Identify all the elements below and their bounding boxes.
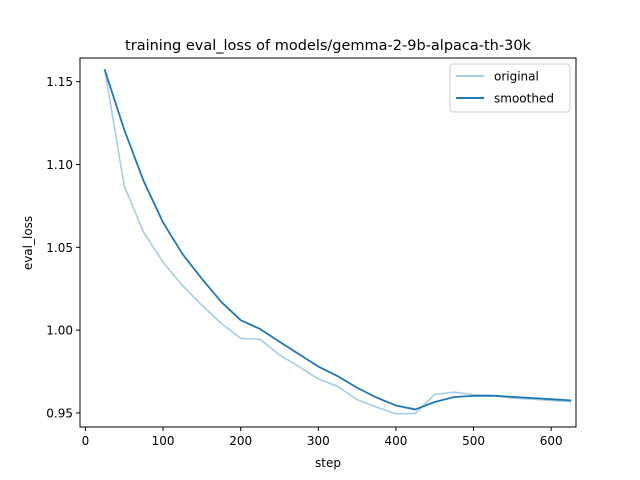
x-tick-label: 500: [462, 434, 485, 448]
legend-label-smoothed: smoothed: [494, 92, 554, 106]
axes-frame: [79, 57, 577, 428]
x-tick-label: 400: [384, 434, 407, 448]
y-tick-label: 1.00: [46, 324, 73, 338]
chart-title: training eval_loss of models/gemma-2-9b-…: [125, 38, 532, 54]
x-axis: 0 100 200 300 400 500 600: [82, 427, 563, 448]
x-tick-label: 600: [540, 434, 563, 448]
y-tick-label: 0.95: [46, 406, 73, 420]
series-line-smoothed: [103, 69, 572, 411]
x-axis-label: step: [315, 456, 341, 470]
y-tick-label: 1.15: [46, 75, 73, 89]
x-tick-label: 100: [152, 434, 175, 448]
x-tick-label: 200: [229, 434, 252, 448]
y-tick-label: 1.05: [46, 241, 73, 255]
y-axis: 0.95 1.00 1.05 1.10 1.15: [46, 75, 80, 420]
x-tick-label: 0: [82, 434, 90, 448]
legend-label-original: original: [494, 70, 539, 84]
plot-area: [103, 69, 572, 415]
y-tick-label: 1.10: [46, 158, 73, 172]
y-axis-label: eval_loss: [21, 216, 35, 270]
x-tick-label: 300: [307, 434, 330, 448]
legend: original smoothed: [449, 63, 571, 113]
